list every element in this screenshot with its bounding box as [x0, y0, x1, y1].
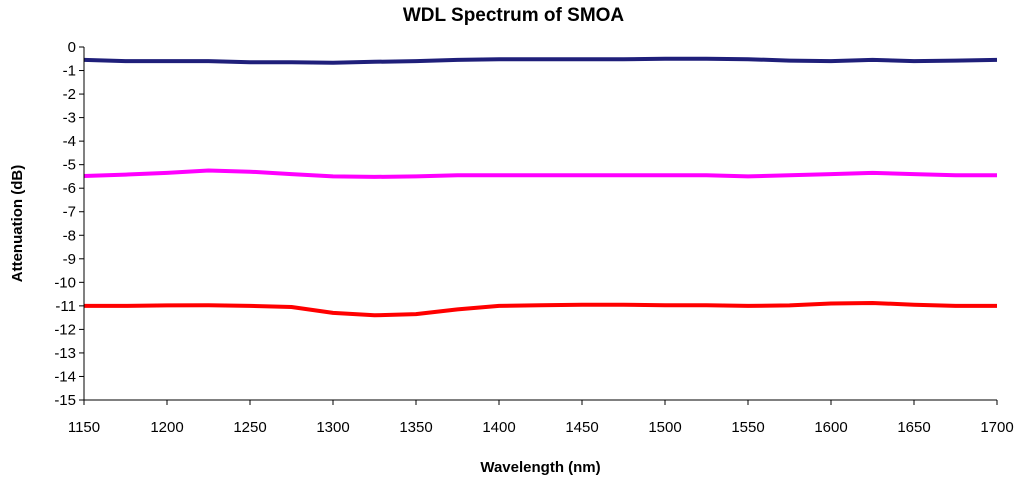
x-tick-label: 1350 [399, 419, 432, 436]
series-layer [83, 56, 998, 318]
y-tick-label: -15 [54, 392, 76, 409]
y-tick-label: 0 [68, 39, 76, 56]
x-tick-label: 1250 [233, 419, 266, 436]
y-tick-label: -5 [63, 157, 76, 174]
y-tick-label: -7 [63, 204, 76, 221]
x-tick-label: 1450 [565, 419, 598, 436]
x-tick-label: 1400 [482, 419, 515, 436]
series-line-1 [83, 56, 998, 65]
y-tick-label: -3 [63, 110, 76, 127]
y-tick-label: -11 [55, 298, 76, 315]
x-tick-label: 1700 [980, 419, 1013, 436]
series-line-3 [84, 301, 997, 318]
series-line-2 [83, 168, 997, 179]
x-tick-label: 1150 [68, 419, 100, 436]
x-tick-label: 1300 [316, 419, 349, 436]
x-tick-label: 1500 [648, 419, 681, 436]
y-tick-label: -6 [63, 180, 76, 197]
y-tick-label: -2 [63, 86, 76, 103]
y-tick-label: -8 [63, 227, 76, 244]
ticks: 0 -1 -2 -3 -4 -5 -6 -7 -8 -9 -10 -11 -12 -13 -14 -15 115… [54, 39, 1013, 436]
x-axis-title: Wavelength (nm) [480, 459, 600, 476]
y-tick-label: -4 [63, 133, 76, 150]
axes [83, 47, 997, 401]
y-tick-label: -1 [63, 63, 76, 80]
y-tick-label: -10 [54, 274, 76, 291]
y-axis-title: Attenuation (dB) [9, 165, 26, 282]
x-tick-label: 1650 [897, 419, 930, 436]
y-tick-label: -12 [54, 321, 76, 338]
y-tick-label: -14 [54, 368, 76, 385]
chart-title: WDL Spectrum of SMOA [402, 5, 625, 26]
x-tick-label: 1200 [150, 419, 183, 436]
x-tick-label: 1600 [814, 419, 847, 436]
x-tick-label: 1550 [731, 419, 764, 436]
y-tick-label: -13 [54, 345, 76, 362]
y-tick-label: -9 [63, 251, 76, 268]
